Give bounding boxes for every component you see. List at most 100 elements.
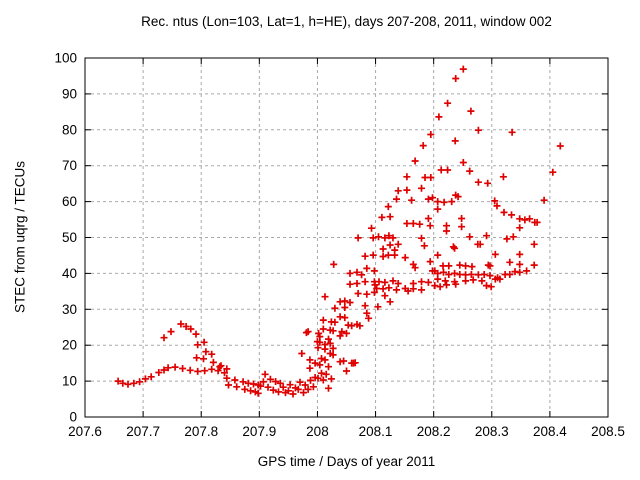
data-point-marker	[257, 382, 264, 390]
data-point-marker	[214, 367, 222, 375]
data-point-marker	[304, 328, 312, 336]
data-point-marker	[319, 325, 327, 333]
data-point-marker	[556, 142, 564, 150]
data-point-marker	[452, 75, 460, 82]
data-point-marker	[506, 271, 514, 278]
data-point-marker	[440, 198, 448, 206]
data-point-marker	[369, 234, 377, 242]
data-point-marker	[474, 126, 482, 134]
data-point-marker	[239, 378, 247, 386]
data-point-marker	[319, 376, 327, 384]
y-tick-label: 70	[62, 158, 77, 173]
data-point-marker	[394, 240, 402, 248]
data-point-marker	[160, 366, 168, 374]
data-point-marker	[343, 367, 350, 375]
data-point-marker	[225, 381, 232, 389]
data-point-marker	[216, 363, 224, 371]
data-point-marker	[484, 179, 492, 187]
data-point-marker	[269, 386, 277, 394]
data-point-marker	[434, 198, 442, 206]
data-point-marker	[370, 267, 378, 275]
data-point-marker	[445, 271, 453, 278]
data-point-marker	[296, 378, 304, 386]
data-point-marker	[437, 166, 445, 174]
data-point-marker	[141, 375, 149, 383]
data-point-marker	[358, 271, 366, 279]
data-point-marker	[124, 380, 132, 388]
data-point-marker	[321, 356, 329, 364]
x-tick-label: 207.7	[126, 424, 160, 439]
data-point-marker	[250, 380, 257, 388]
y-tick-label: 100	[54, 51, 77, 66]
data-point-marker	[321, 293, 329, 301]
data-point-marker	[289, 390, 297, 398]
data-point-marker	[424, 215, 432, 222]
data-point-marker	[466, 233, 474, 241]
data-point-marker	[361, 302, 369, 310]
data-point-marker	[233, 383, 241, 391]
data-point-marker	[341, 314, 349, 322]
data-point-marker	[275, 388, 282, 396]
data-point-marker	[427, 174, 435, 181]
data-point-marker	[379, 285, 387, 293]
data-point-marker	[516, 260, 524, 268]
data-point-marker	[194, 367, 202, 375]
data-point-marker	[419, 142, 427, 150]
data-point-marker	[434, 269, 442, 277]
data-point-marker	[478, 277, 486, 285]
data-point-marker	[451, 269, 459, 277]
data-point-marker	[363, 309, 371, 317]
x-tick-label: 208.4	[533, 424, 567, 439]
data-point-marker	[521, 216, 529, 224]
x-tick-label: 208.2	[417, 424, 451, 439]
data-point-marker	[363, 264, 371, 272]
data-point-marker	[371, 281, 379, 289]
data-point-marker	[540, 196, 548, 204]
data-point-marker	[363, 290, 371, 298]
data-point-marker	[458, 215, 466, 222]
data-point-marker	[375, 278, 383, 286]
data-point-marker	[440, 268, 447, 276]
data-point-marker	[516, 250, 524, 258]
data-point-marker	[549, 168, 557, 176]
data-point-marker	[378, 213, 386, 221]
data-point-marker	[469, 276, 477, 284]
data-point-marker	[322, 370, 330, 378]
data-point-marker	[316, 333, 324, 341]
data-point-marker	[309, 383, 317, 391]
data-point-marker	[403, 220, 411, 227]
data-point-marker	[368, 224, 375, 232]
data-point-marker	[179, 365, 187, 372]
data-point-marker	[486, 262, 494, 270]
data-point-marker	[418, 286, 425, 294]
x-tick-label: 208	[306, 424, 329, 439]
data-point-marker	[369, 251, 377, 259]
chart-title: Rec. ntus (Lon=103, Lat=1, h=HE), days 2…	[141, 14, 552, 29]
data-point-marker	[341, 304, 349, 311]
x-tick-label: 208.1	[359, 424, 393, 439]
data-point-marker	[401, 254, 409, 262]
data-point-marker	[431, 282, 439, 290]
data-point-marker	[314, 344, 322, 352]
data-point-marker	[353, 280, 361, 287]
data-point-marker	[353, 268, 361, 276]
data-point-marker	[208, 350, 216, 358]
data-point-marker	[194, 341, 202, 349]
data-point-marker	[354, 290, 362, 297]
data-point-marker	[467, 271, 475, 278]
data-point-marker	[408, 196, 416, 204]
data-point-marker	[508, 128, 516, 136]
data-point-marker	[467, 107, 475, 115]
data-point-marker	[530, 240, 538, 248]
data-point-marker	[480, 271, 488, 278]
data-point-marker	[348, 322, 356, 330]
data-point-marker	[416, 220, 424, 228]
data-point-marker	[466, 167, 474, 175]
data-point-marker	[341, 297, 349, 305]
data-point-marker	[530, 261, 538, 269]
data-point-marker	[427, 131, 435, 138]
data-point-marker	[462, 262, 470, 270]
data-point-marker	[354, 234, 362, 242]
data-point-marker	[316, 361, 324, 369]
